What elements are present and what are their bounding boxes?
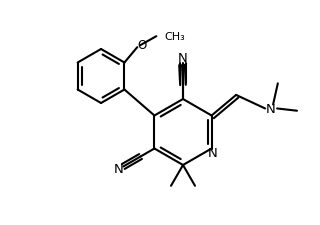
Text: O: O	[138, 38, 147, 52]
Text: N: N	[266, 103, 276, 115]
Text: N: N	[114, 163, 124, 176]
Text: CH₃: CH₃	[164, 32, 185, 42]
Text: N: N	[208, 146, 218, 159]
Text: N: N	[178, 52, 188, 65]
